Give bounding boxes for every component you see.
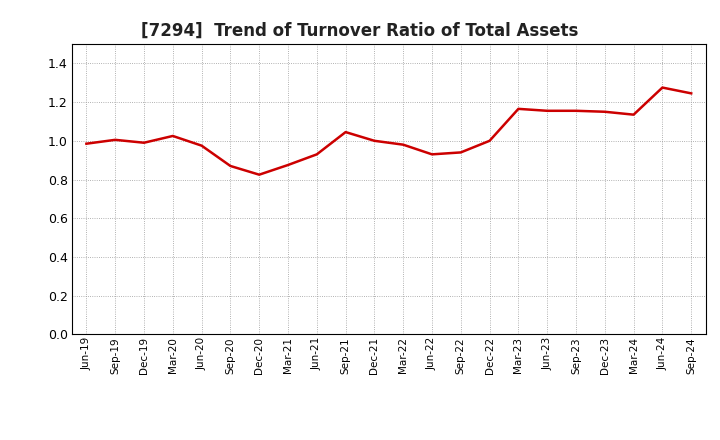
Text: [7294]  Trend of Turnover Ratio of Total Assets: [7294] Trend of Turnover Ratio of Total … (141, 22, 579, 40)
